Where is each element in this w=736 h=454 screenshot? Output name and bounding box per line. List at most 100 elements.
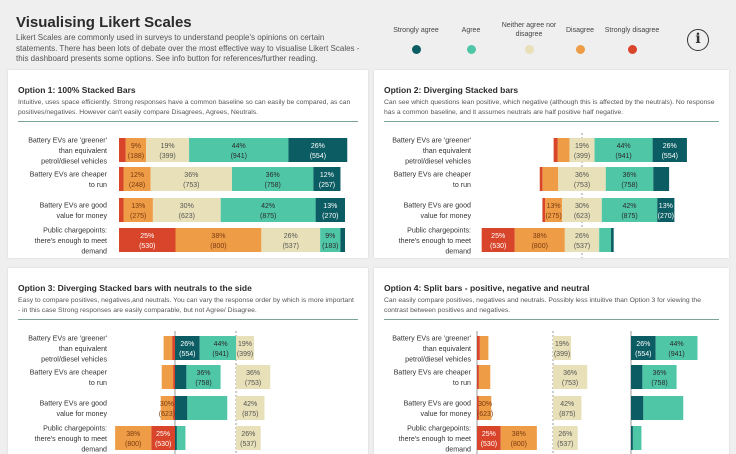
category-label: Battery EVs are good <box>404 202 471 210</box>
data-label-percent: 19% <box>238 341 252 348</box>
panel-description: Intuitive, uses space efficiently. Stron… <box>18 99 351 116</box>
category-label: demand <box>81 247 107 255</box>
data-label-percent: 38% <box>126 431 140 438</box>
data-label-percent: 36% <box>652 370 666 377</box>
bar-segment-strongly-agree <box>652 138 687 162</box>
panel-description: Easy to compare positives, negatives,and… <box>18 297 354 314</box>
bar-segment-strongly-disagree <box>477 365 479 389</box>
data-label-count: (753) <box>562 380 578 387</box>
category-label: there's enough to meet <box>399 435 471 443</box>
bar-segment-neutral <box>569 138 595 162</box>
bar-segment-neutral <box>564 228 600 252</box>
bar-segment-disagree <box>175 228 262 252</box>
bar-segment-neutral <box>236 365 271 389</box>
panel-option-4: Option 4: Split bars - positive, negativ… <box>374 268 729 454</box>
panel-option-1: Option 1: 100% Stacked Bars Intuitive, u… <box>8 70 368 258</box>
data-label-count: (537) <box>574 243 590 250</box>
bar-segment-disagree <box>514 228 565 252</box>
bar-segment-disagree <box>545 198 563 222</box>
bar-segment-neutral <box>553 336 572 360</box>
bar-segment-agree <box>601 198 658 222</box>
category-label: Battery EVs are 'greener' <box>28 136 107 144</box>
legend-label: Disagree <box>565 26 594 34</box>
option-3-chart: Battery EVs are 'greener' than equivalent… <box>28 331 271 454</box>
bar-segment-disagree <box>160 396 174 420</box>
category-label: Public chargepoints: <box>407 424 471 432</box>
category-label: than equivalent <box>423 147 471 155</box>
data-label-count: (530) <box>481 441 497 448</box>
data-label-count: (399) <box>574 153 590 160</box>
bar-segment-disagree <box>123 167 151 191</box>
data-label-count: (275) <box>545 213 561 220</box>
panel-divider <box>18 319 358 320</box>
bar-segment-strongly-disagree <box>151 426 175 450</box>
legend-swatch <box>411 45 421 54</box>
legend-label: Agree <box>461 26 481 34</box>
option-4-chart: Battery EVs are 'greener' than equivalent… <box>392 331 698 454</box>
data-label-count: (248) <box>129 182 145 189</box>
category-label: there's enough to meet <box>399 237 471 245</box>
data-label-percent: 19% <box>575 143 589 150</box>
data-label-percent: 26% <box>636 341 650 348</box>
info-button[interactable]: i <box>687 29 709 51</box>
data-label-count: (399) <box>554 351 570 358</box>
data-label-count: (530) <box>139 243 155 250</box>
bar-segment-disagree <box>123 198 153 222</box>
data-label-percent: 36% <box>184 172 198 179</box>
bar-segment-disagree <box>479 336 489 360</box>
panel-description: Can see which questions lean positive, w… <box>384 99 715 116</box>
legend-item-neutral: Neither agree nor disagree <box>496 20 562 54</box>
data-label-count: (537) <box>283 243 299 250</box>
legend-label: Strongly disagree <box>604 26 660 34</box>
legend-item-agree: Agree <box>438 20 504 54</box>
bar-segment-agree <box>643 396 684 420</box>
data-label-percent: 30% <box>160 401 174 408</box>
category-label: Battery EVs are good <box>40 202 107 210</box>
data-label-count: (188) <box>128 153 144 160</box>
panel-title: Option 2: Diverging Stacked bars <box>384 85 519 95</box>
data-label-percent: 36% <box>266 172 280 179</box>
panel-divider <box>18 121 358 122</box>
bar-segment-strongly-disagree <box>542 198 546 222</box>
bar-segment-strongly-agree <box>631 365 643 389</box>
bar-segment-strongly-disagree <box>172 336 175 360</box>
plot-area: Battery EVs are 'greener' than equivalent… <box>392 331 698 454</box>
data-label-count: (554) <box>635 351 651 358</box>
data-label-count: (941) <box>212 351 228 358</box>
bar-segment-disagree <box>161 365 174 389</box>
bar-segment-neutral <box>553 396 582 420</box>
data-label-count: (800) <box>532 243 548 250</box>
data-label-count: (941) <box>615 153 631 160</box>
bar-segment-strongly-disagree <box>539 167 543 191</box>
option-1-chart: Battery EVs are 'greener' than equivalent… <box>28 136 348 255</box>
panel-divider <box>384 121 719 122</box>
plot-area: Battery EVs are 'greener' than equivalent… <box>392 133 687 258</box>
data-label-percent: 12% <box>320 172 334 179</box>
data-label-percent: 25% <box>491 233 505 240</box>
bar-segment-strongly-disagree <box>477 426 501 450</box>
plot-area: Battery EVs are 'greener' than equivalent… <box>28 136 348 255</box>
data-label-count: (753) <box>183 182 199 189</box>
bar-segment-disagree <box>125 138 147 162</box>
bar-segment-agree <box>605 167 654 191</box>
data-label-percent: 36% <box>563 370 577 377</box>
bar-segment-strongly-agree <box>653 167 670 191</box>
panel-title: Option 4: Split bars - positive, negativ… <box>384 283 590 293</box>
category-label: petrol/diesel vehicles <box>405 157 471 165</box>
bar-segment-strongly-agree <box>631 396 644 420</box>
bar-segment-agree <box>220 198 316 222</box>
data-label-percent: 25% <box>140 233 154 240</box>
data-label-count: (623) <box>477 411 493 418</box>
data-label-count: (554) <box>179 351 195 358</box>
bar-segment-strongly-agree <box>340 228 345 252</box>
category-label: Battery EVs are 'greener' <box>392 334 471 342</box>
bar-segment-disagree <box>542 167 559 191</box>
legend-swatch <box>627 45 637 54</box>
category-label: demand <box>445 445 471 453</box>
data-label-percent: 36% <box>623 172 637 179</box>
category-label: Battery EVs are 'greener' <box>28 334 107 342</box>
bar-segment-strongly-disagree <box>119 138 126 162</box>
category-label: Public chargepoints: <box>43 226 107 234</box>
data-label-count: (941) <box>668 351 684 358</box>
data-label-percent: 9% <box>325 233 335 240</box>
